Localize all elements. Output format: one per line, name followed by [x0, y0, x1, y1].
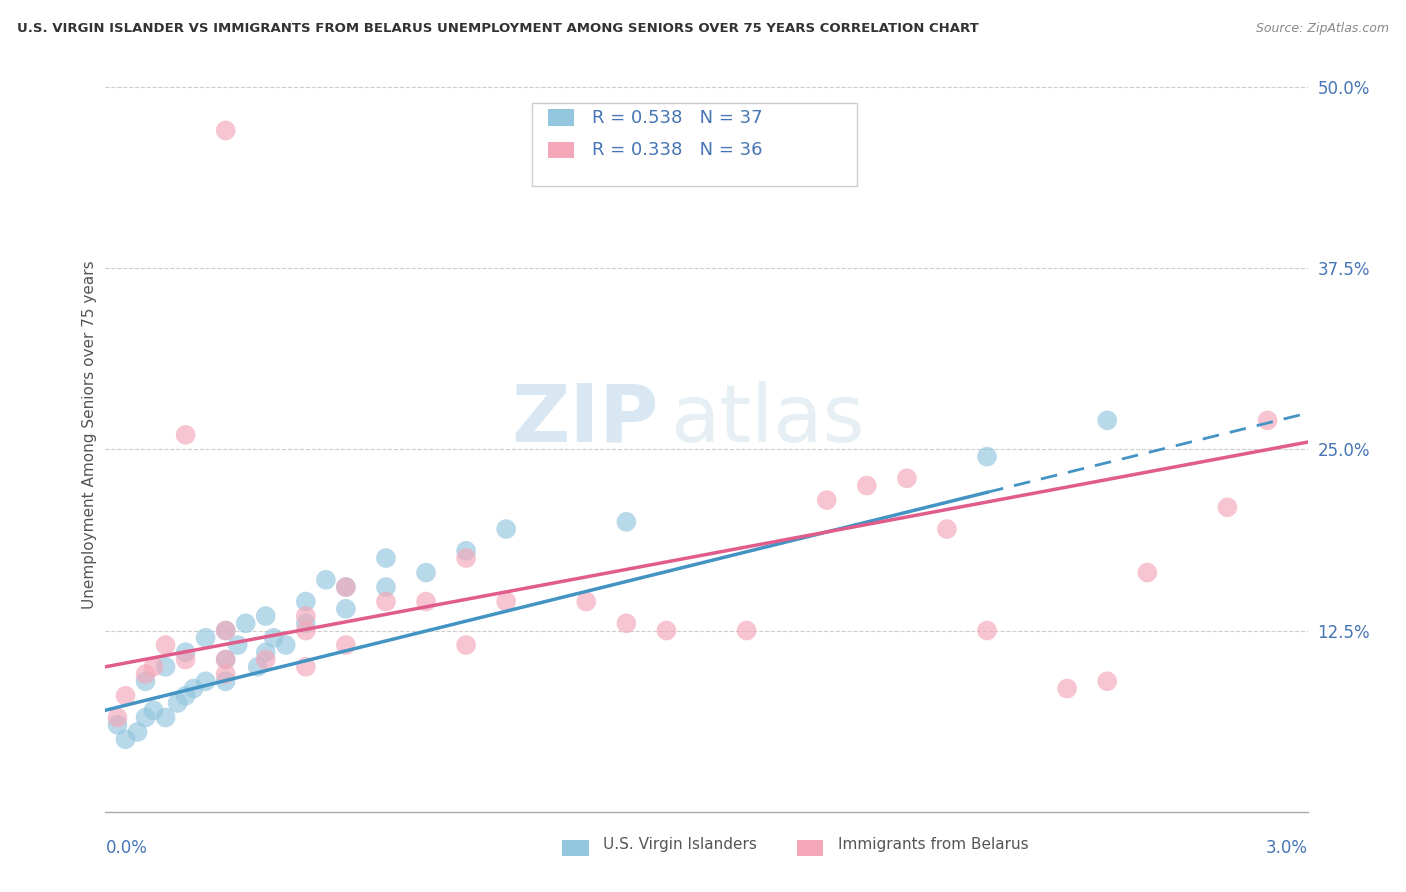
Point [295, 660, 318, 674]
Point [107, 717, 129, 731]
Text: Source: ZipAtlas.com: Source: ZipAtlas.com [1256, 22, 1389, 36]
Bar [562, 839, 589, 856]
Point [1257, 413, 1279, 427]
Point [616, 616, 638, 631]
Point [214, 667, 236, 681]
Point [335, 580, 357, 594]
Point [335, 601, 357, 615]
Point [142, 703, 165, 717]
Point [1056, 681, 1078, 696]
Text: ZIP: ZIP [512, 381, 658, 458]
Point [415, 594, 437, 608]
Point [214, 624, 236, 638]
Point [155, 710, 177, 724]
Text: 3.0%: 3.0% [1265, 839, 1308, 857]
Point [235, 616, 257, 631]
Text: 0.0%: 0.0% [105, 839, 148, 857]
Text: R = 0.538   N = 37: R = 0.538 N = 37 [592, 109, 763, 127]
Point [415, 566, 437, 580]
Point [315, 573, 337, 587]
Point [246, 660, 269, 674]
Point [114, 732, 136, 747]
Point [454, 544, 477, 558]
Point [815, 493, 838, 508]
Point [374, 551, 398, 566]
Point [254, 609, 277, 624]
Bar [548, 142, 574, 158]
Point [127, 725, 149, 739]
Point [616, 515, 638, 529]
Y-axis label: Unemployment Among Seniors over 75 years: Unemployment Among Seniors over 75 years [82, 260, 97, 609]
Point [183, 681, 205, 696]
Point [295, 609, 318, 624]
Point [1216, 500, 1239, 515]
Text: U.S. VIRGIN ISLANDER VS IMMIGRANTS FROM BELARUS UNEMPLOYMENT AMONG SENIORS OVER : U.S. VIRGIN ISLANDER VS IMMIGRANTS FROM … [17, 22, 979, 36]
Point [254, 652, 277, 666]
Point [855, 478, 877, 492]
Point [214, 624, 236, 638]
Bar [797, 839, 823, 856]
Point [214, 674, 236, 689]
Point [226, 638, 249, 652]
Point [374, 580, 398, 594]
Point [936, 522, 959, 536]
Point [135, 667, 157, 681]
Point [735, 624, 758, 638]
Point [1097, 413, 1119, 427]
Point [174, 645, 197, 659]
Text: atlas: atlas [671, 381, 865, 458]
Point [135, 710, 157, 724]
Point [142, 660, 165, 674]
Point [194, 674, 217, 689]
Bar [548, 109, 574, 126]
Point [295, 624, 318, 638]
Point [655, 624, 678, 638]
Text: R = 0.338   N = 36: R = 0.338 N = 36 [592, 141, 763, 159]
Text: Immigrants from Belarus: Immigrants from Belarus [838, 838, 1028, 853]
FancyBboxPatch shape [533, 103, 856, 186]
Point [214, 652, 236, 666]
Point [174, 428, 197, 442]
Point [194, 631, 217, 645]
Point [335, 580, 357, 594]
Point [454, 638, 477, 652]
Point [135, 674, 157, 689]
Point [495, 594, 517, 608]
Point [174, 652, 197, 666]
Point [976, 624, 998, 638]
Point [295, 594, 318, 608]
Text: U.S. Virgin Islanders: U.S. Virgin Islanders [603, 838, 756, 853]
Point [976, 450, 998, 464]
Point [274, 638, 297, 652]
Point [174, 689, 197, 703]
Point [254, 645, 277, 659]
Point [896, 471, 918, 485]
Point [214, 652, 236, 666]
Point [107, 710, 129, 724]
Point [114, 689, 136, 703]
Point [263, 631, 285, 645]
Point [374, 594, 398, 608]
Point [155, 660, 177, 674]
Point [454, 551, 477, 566]
Point [1097, 674, 1119, 689]
Point [155, 638, 177, 652]
Point [166, 696, 188, 710]
Point [1136, 566, 1159, 580]
Point [214, 123, 236, 137]
Point [295, 616, 318, 631]
Point [575, 594, 598, 608]
Point [495, 522, 517, 536]
Point [335, 638, 357, 652]
